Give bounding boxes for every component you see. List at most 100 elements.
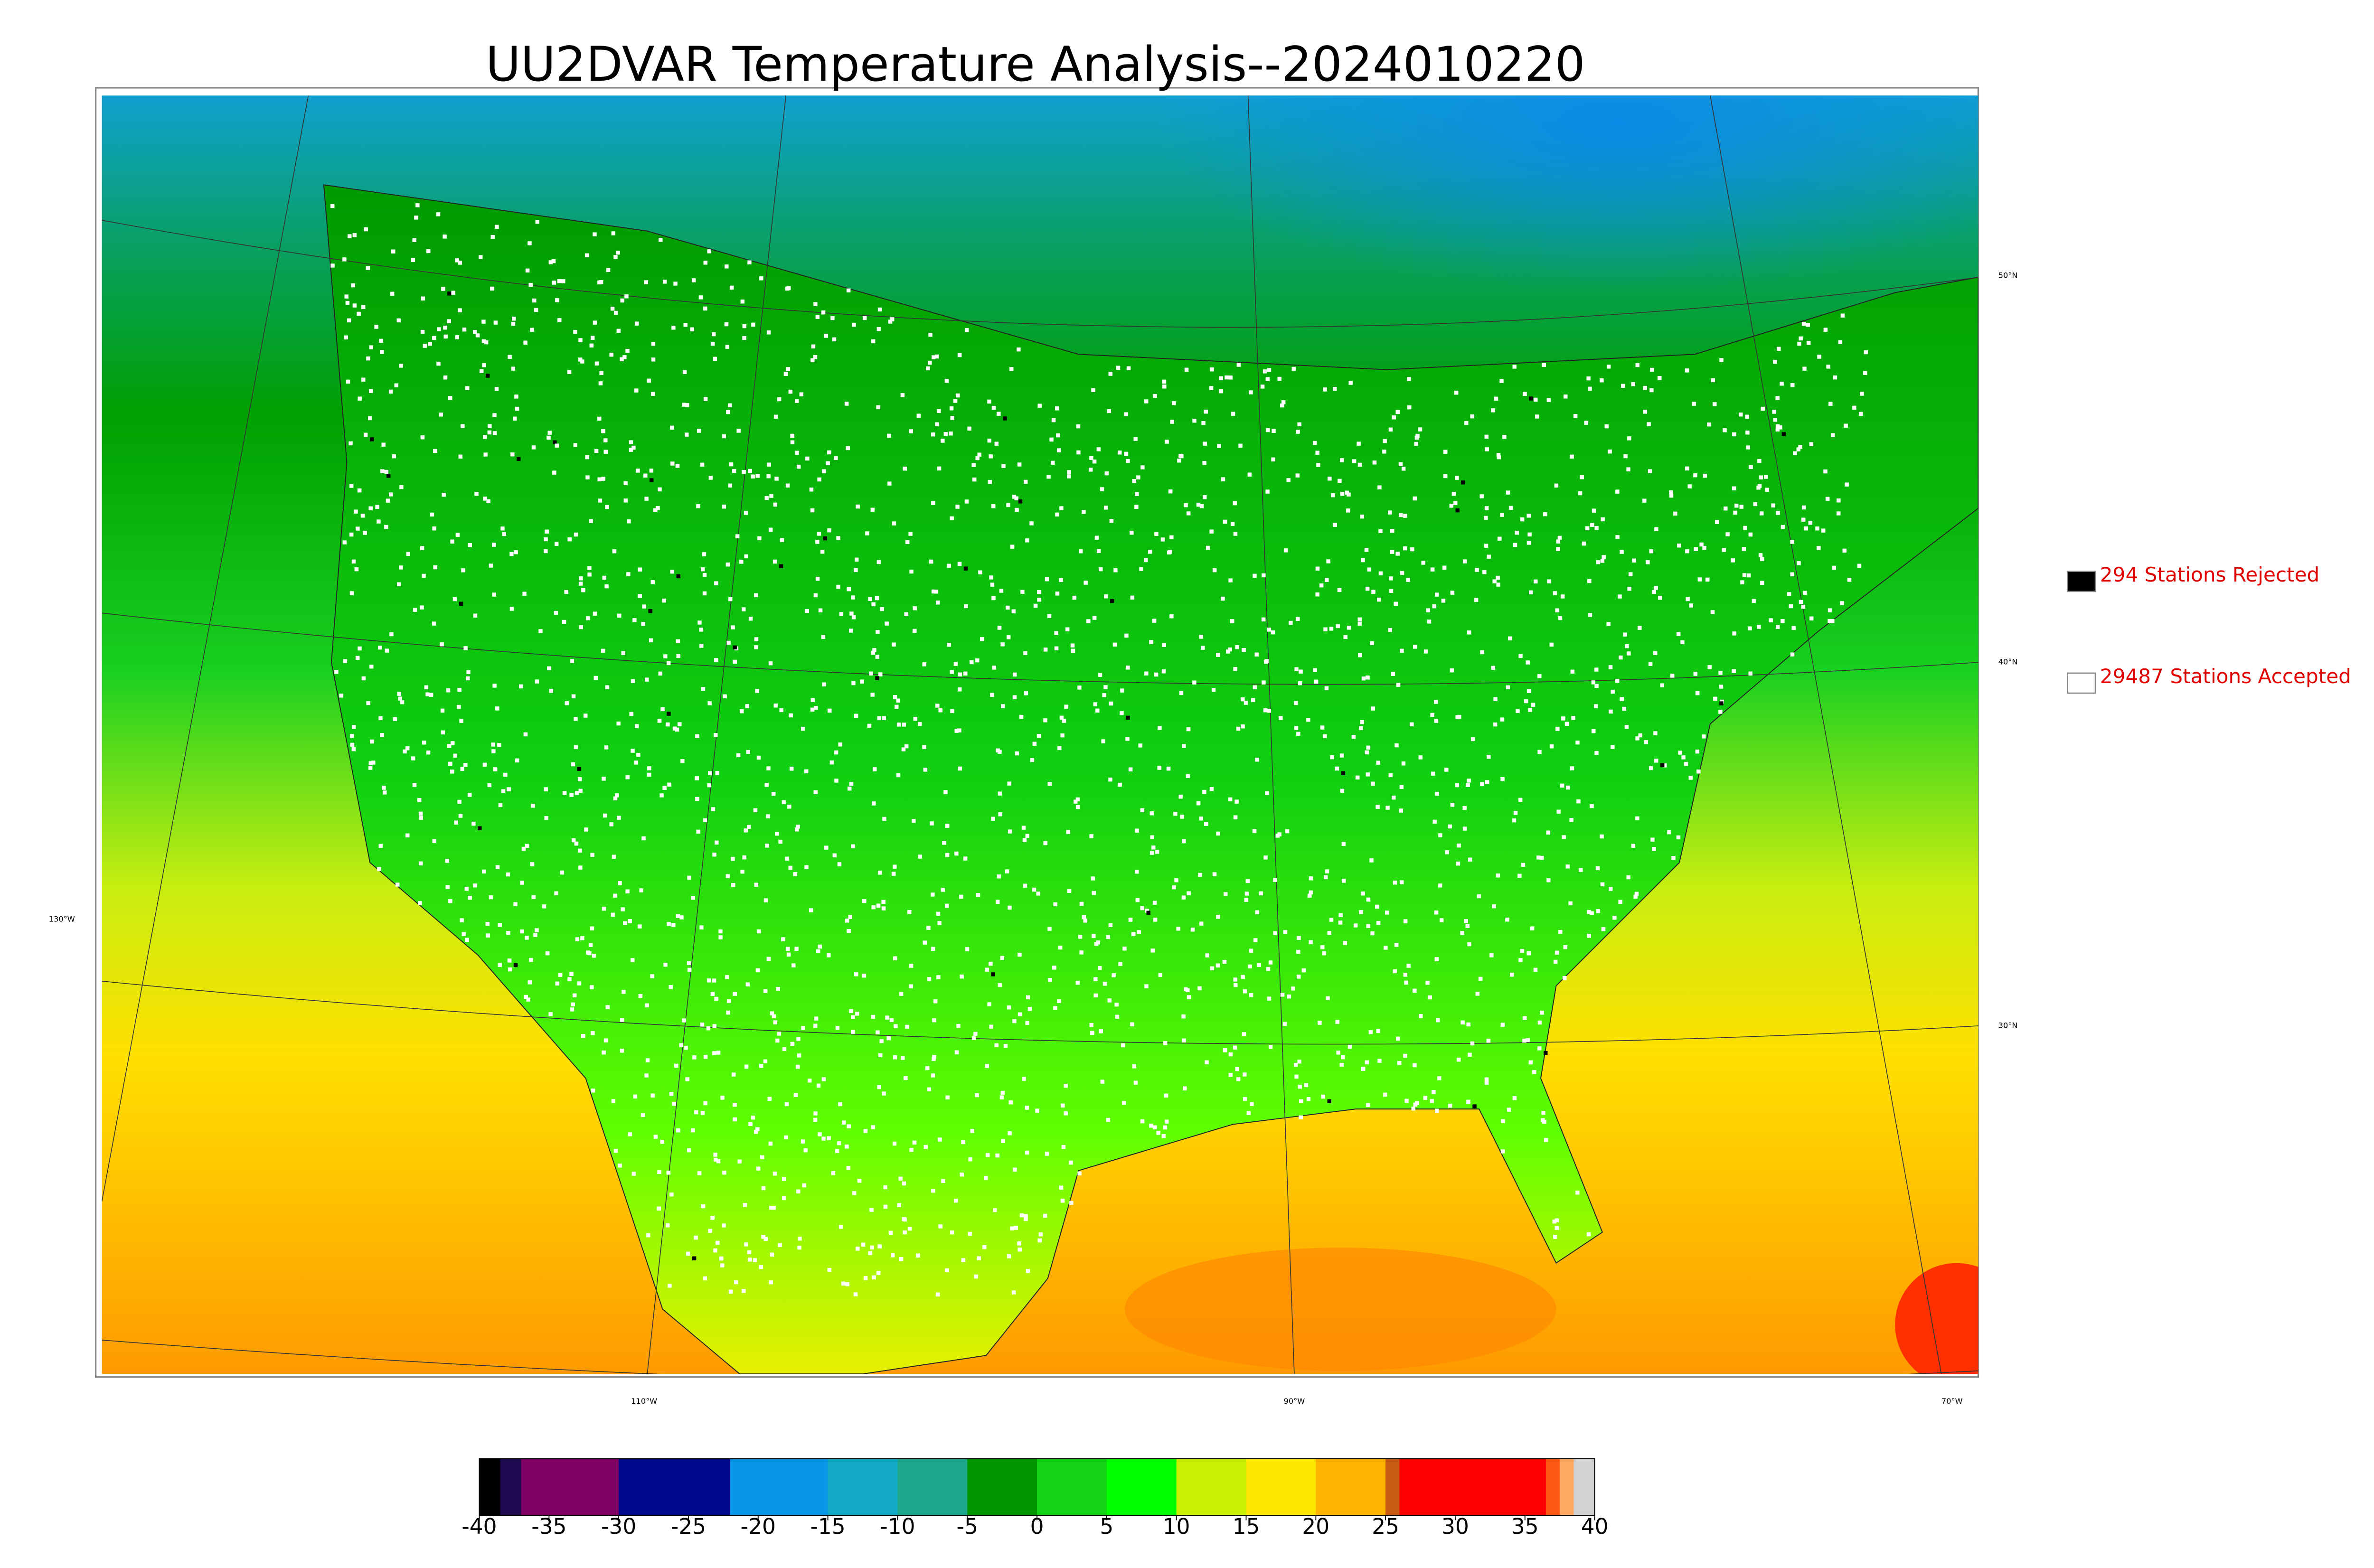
station-accepted: [1719, 358, 1724, 362]
station-accepted: [429, 693, 433, 697]
station-accepted: [1642, 498, 1647, 503]
station-accepted: [890, 317, 895, 321]
station-accepted: [839, 1225, 843, 1229]
station-accepted: [490, 235, 495, 239]
station-accepted: [837, 862, 842, 866]
station-accepted: [622, 990, 626, 994]
station-accepted: [1393, 880, 1397, 885]
station-accepted: [1484, 516, 1488, 520]
station-accepted: [972, 477, 977, 482]
station-accepted: [1047, 782, 1052, 786]
station-accepted: [432, 336, 436, 340]
station-accepted: [821, 1136, 826, 1141]
colorbar-tick-label: 30: [1441, 1514, 1469, 1539]
station-accepted: [1277, 376, 1281, 381]
station-accepted: [1413, 1063, 1417, 1068]
station-accepted: [785, 286, 790, 291]
station-accepted: [1162, 643, 1167, 647]
station-accepted: [578, 848, 582, 853]
station-accepted: [882, 817, 886, 821]
station-accepted: [1388, 427, 1393, 432]
station-accepted: [882, 1091, 886, 1096]
station-accepted: [1512, 365, 1517, 369]
station-accepted: [437, 327, 441, 331]
station-accepted: [1306, 717, 1310, 722]
station-accepted: [708, 1229, 712, 1233]
station-accepted: [1106, 935, 1111, 939]
station-accepted: [904, 744, 909, 749]
station-accepted: [1377, 485, 1382, 489]
station-accepted: [775, 1038, 780, 1043]
station-accepted: [627, 519, 631, 524]
station-accepted: [348, 234, 352, 238]
station-accepted: [1509, 506, 1513, 510]
station-accepted: [650, 1093, 655, 1098]
station-accepted: [831, 1171, 836, 1175]
station-accepted: [679, 915, 684, 920]
station-accepted: [766, 330, 771, 335]
station-accepted: [590, 336, 595, 340]
station-accepted: [1201, 646, 1205, 650]
station-accepted: [838, 742, 842, 747]
station-accepted: [641, 1113, 645, 1117]
station-accepted: [805, 456, 810, 461]
station-accepted: [702, 573, 707, 577]
station-accepted: [1056, 448, 1061, 452]
station-accepted: [573, 443, 578, 447]
station-accepted: [1342, 879, 1346, 883]
station-accepted: [1594, 751, 1599, 755]
station-accepted: [977, 452, 981, 457]
station-accepted: [872, 648, 876, 652]
station-accepted: [1608, 665, 1613, 669]
station-accepted: [783, 372, 788, 376]
station-accepted: [1403, 514, 1407, 518]
station-accepted: [1043, 841, 1047, 845]
station-accepted: [555, 981, 559, 986]
station-accepted: [862, 899, 867, 903]
station-accepted: [1231, 412, 1235, 416]
station-accepted: [1228, 647, 1232, 652]
station-accepted: [954, 729, 959, 733]
station-accepted: [472, 330, 477, 334]
station-accepted: [1339, 753, 1344, 758]
station-accepted: [687, 961, 691, 965]
station-accepted: [1436, 1018, 1440, 1023]
station-accepted: [1273, 878, 1277, 882]
station-accepted: [1564, 394, 1568, 399]
station-accepted: [699, 644, 704, 648]
station-accepted: [347, 318, 351, 323]
station-accepted: [1479, 494, 1484, 498]
station-rejected: [1529, 396, 1533, 401]
station-accepted: [1148, 550, 1152, 554]
station-accepted: [776, 986, 780, 991]
station-accepted: [970, 1129, 974, 1133]
station-accepted: [686, 1251, 690, 1256]
station-accepted: [954, 1198, 958, 1203]
station-accepted: [1643, 385, 1647, 390]
station-accepted: [1365, 750, 1369, 755]
station-accepted: [881, 906, 886, 911]
station-accepted: [1102, 693, 1106, 697]
station-accepted: [950, 516, 954, 521]
station-accepted: [1013, 672, 1017, 677]
station-rejected: [875, 676, 879, 680]
station-accepted: [810, 707, 815, 712]
station-accepted: [1096, 549, 1101, 553]
station-accepted: [942, 841, 946, 845]
station-accepted: [1658, 596, 1662, 600]
station-accepted: [1468, 857, 1472, 862]
station-accepted: [1296, 430, 1300, 434]
station-accepted: [1780, 525, 1785, 529]
station-accepted: [1749, 465, 1753, 469]
station-accepted: [1157, 766, 1161, 770]
station-accepted: [1823, 469, 1828, 474]
colorbar-segment: [1545, 1458, 1561, 1516]
station-accepted: [355, 656, 360, 660]
station-accepted: [676, 1128, 680, 1133]
station-accepted: [834, 779, 838, 783]
station-accepted: [1095, 708, 1100, 713]
station-accepted: [1133, 437, 1138, 441]
station-accepted: [786, 947, 790, 951]
station-accepted: [1045, 577, 1049, 582]
station-accepted: [670, 425, 674, 430]
